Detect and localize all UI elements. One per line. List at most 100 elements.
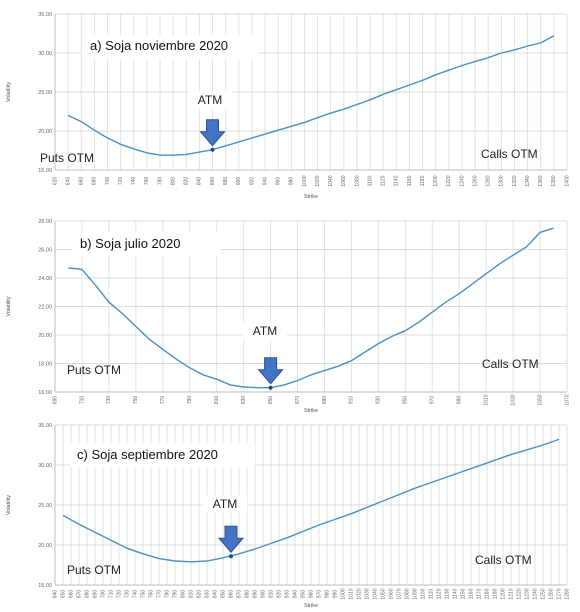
puts-otm-label: Puts OTM [67, 563, 121, 577]
x-tick-label: 800 [180, 590, 186, 599]
x-tick-label: 1070 [564, 394, 570, 405]
x-tick-label: 650 [60, 590, 66, 599]
x-tick-label: 620 [52, 177, 58, 186]
x-tick-label: 1010 [483, 394, 489, 405]
calls-otm-label: Calls OTM [475, 553, 532, 567]
y-tick-label: 35.00 [38, 12, 52, 18]
y-tick-label: 20.00 [38, 543, 52, 549]
x-tick-label: 1220 [446, 175, 452, 186]
title-background [82, 35, 258, 59]
atm-arrow-icon [199, 119, 226, 147]
x-tick-label: 1340 [525, 175, 531, 186]
x-tick-label: 1050 [380, 588, 386, 599]
y-tick-label: 26.00 [38, 248, 52, 254]
x-tick-label: 870 [236, 590, 242, 599]
y-tick-label: 16.00 [38, 390, 52, 396]
x-tick-label: 1260 [472, 175, 478, 186]
x-tick-label: 960 [276, 177, 282, 186]
x-tick-label: 920 [249, 177, 255, 186]
atm-point [229, 554, 233, 559]
x-tick-label: 1360 [538, 175, 544, 186]
x-tick-label: 1380 [551, 175, 557, 186]
x-tick-label: 1280 [564, 588, 570, 599]
volatility-curve [67, 35, 555, 156]
x-tick-label: 890 [322, 396, 328, 405]
x-tick-label: 910 [268, 590, 274, 599]
x-tick-label: 780 [164, 590, 170, 599]
x-tick-label: 840 [212, 590, 218, 599]
x-tick-label: 1000 [340, 588, 346, 599]
x-tick-label: 1060 [341, 175, 347, 186]
x-tick-label: 750 [140, 590, 146, 599]
x-tick-label: 920 [276, 590, 282, 599]
puts-otm-label: Puts OTM [40, 151, 94, 165]
x-tick-label: 960 [308, 590, 314, 599]
y-axis-label: Volatility [6, 82, 12, 102]
atm-label: ATM [253, 324, 277, 338]
x-axis-label: Strike [304, 194, 318, 200]
x-tick-label: 740 [132, 590, 138, 599]
x-tick-label: 840 [197, 177, 203, 186]
chart-panel-2: 690 710 730 750 770 790 810 830 850 870 890 910 930 9… [6, 219, 570, 414]
x-tick-label: 700 [105, 177, 111, 186]
x-tick-label: 790 [172, 590, 178, 599]
x-tick-label: 1280 [486, 175, 492, 186]
x-tick-label: 760 [148, 590, 154, 599]
x-tick-label: 1250 [540, 588, 546, 599]
x-tick-label: 1160 [468, 588, 474, 599]
y-axis-label: Volatility [6, 495, 12, 515]
x-tick-label: 820 [184, 177, 190, 186]
calls-otm-label: Calls OTM [482, 357, 539, 371]
chart-title: a) Soja noviembre 2020 [90, 38, 228, 53]
x-tick-label: 1180 [420, 175, 426, 186]
y-tick-label: 18.00 [38, 362, 52, 368]
x-tick-label: 970 [430, 396, 436, 405]
x-tick-label: 1210 [508, 588, 514, 599]
y-tick-label: 20.00 [38, 333, 52, 339]
x-tick-label: 710 [79, 396, 85, 405]
volatility-curve [62, 438, 560, 563]
x-tick-label: 1170 [476, 588, 482, 599]
x-tick-label: 850 [220, 590, 226, 599]
x-tick-label: 730 [106, 396, 112, 405]
x-tick-label: 860 [228, 590, 234, 599]
x-tick-label: 930 [284, 590, 290, 599]
x-tick-label: 1090 [412, 588, 418, 599]
x-tick-label: 660 [68, 590, 74, 599]
x-tick-label: 950 [300, 590, 306, 599]
x-tick-label: 750 [133, 396, 139, 405]
chart-title: b) Soja julio 2020 [80, 236, 180, 251]
y-tick-label: 30.00 [38, 51, 52, 57]
x-tick-label: 740 [131, 177, 137, 186]
x-tick-label: 1240 [532, 588, 538, 599]
x-tick-label: 1110 [428, 589, 434, 600]
x-tick-label: 1020 [356, 588, 362, 599]
x-tick-label: 1010 [348, 588, 354, 599]
x-tick-label: 760 [144, 177, 150, 186]
x-tick-label: 1080 [404, 588, 410, 599]
x-tick-label: 690 [92, 590, 98, 599]
x-tick-label: 880 [244, 590, 250, 599]
atm-label-background [188, 91, 232, 109]
x-tick-label: 850 [268, 396, 274, 405]
x-tick-label: 1270 [556, 588, 562, 599]
x-axis-label: Strike [304, 603, 318, 609]
atm-label-background [203, 495, 247, 513]
x-tick-label: 720 [118, 177, 124, 186]
x-tick-label: 1190 [492, 588, 498, 599]
y-tick-label: 35.00 [38, 423, 52, 429]
x-tick-label: 1050 [537, 394, 543, 405]
atm-arrow-icon [217, 525, 245, 553]
y-tick-label: 22.00 [38, 305, 52, 311]
x-tick-label: 1130 [444, 588, 450, 599]
x-tick-label: 730 [124, 590, 130, 599]
x-tick-label: 830 [204, 590, 210, 599]
x-tick-label: 800 [170, 177, 176, 186]
x-axis-label: Strike [304, 408, 318, 414]
x-tick-label: 900 [260, 590, 266, 599]
x-tick-label: 1240 [459, 175, 465, 186]
x-tick-label: 1040 [372, 588, 378, 599]
chart-panel-3: 640 650 660 670 680 690 700 710 720 730 740 750 760 7… [6, 423, 570, 609]
y-tick-label: 30.00 [38, 463, 52, 469]
